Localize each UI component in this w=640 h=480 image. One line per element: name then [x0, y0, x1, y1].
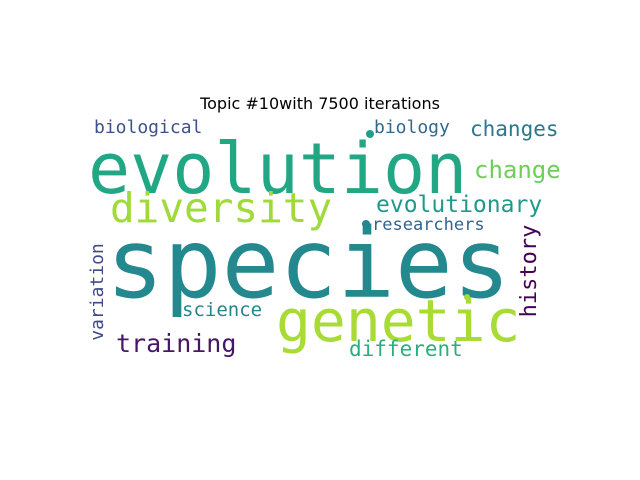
word-change: change: [474, 156, 561, 184]
word-researchers: researchers: [372, 215, 485, 235]
plot-title: Topic #10with 7500 iterations: [200, 94, 440, 113]
dot-marker: [464, 294, 470, 300]
word-species: species: [106, 208, 511, 320]
word-evolutionary: evolutionary: [376, 192, 543, 218]
word-variation: variation: [87, 243, 108, 341]
word-changes: changes: [470, 117, 559, 141]
word-biology: biology: [374, 117, 450, 138]
dot-marker: [362, 220, 370, 228]
word-diversity: diversity: [110, 184, 333, 232]
word-history: history: [517, 224, 542, 318]
word-science: science: [182, 299, 263, 321]
word-genetic: genetic: [276, 287, 521, 355]
word-training: training: [116, 329, 237, 358]
word-evolution: evolution: [88, 128, 468, 210]
dot-marker: [366, 130, 374, 138]
word-different: different: [349, 337, 463, 361]
word-cloud: species evolution genetic diversity evol…: [84, 116, 582, 364]
word-biological: biological: [94, 117, 203, 138]
